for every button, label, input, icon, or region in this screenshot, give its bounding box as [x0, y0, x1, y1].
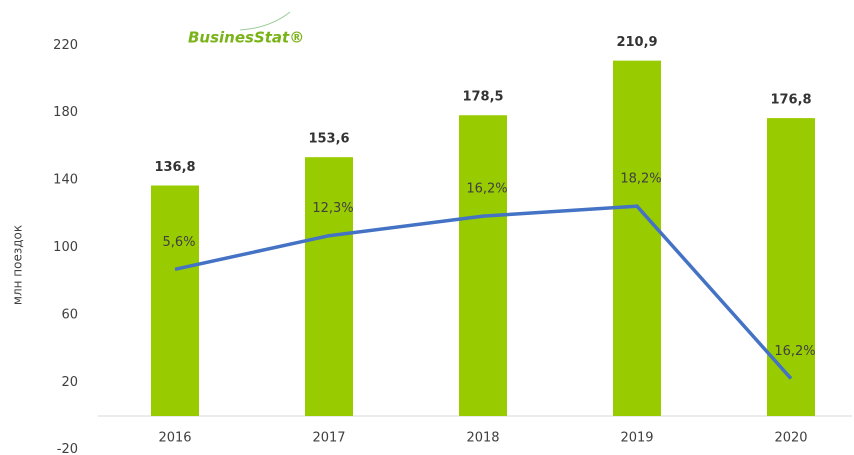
y-axis-label: млн поездок — [11, 225, 25, 305]
x-tick-label: 2020 — [774, 431, 807, 446]
x-tick-label: 2017 — [312, 431, 345, 446]
y-tick-label: -20 — [57, 442, 78, 455]
bar — [151, 185, 199, 416]
y-tick-label: 100 — [53, 240, 78, 255]
logo-swoosh — [239, 11, 291, 31]
bar — [459, 115, 507, 416]
x-tick-label: 2018 — [466, 431, 499, 446]
line-value-label: 18,2% — [620, 172, 661, 187]
x-tick-label: 2019 — [620, 431, 653, 446]
line-value-label: 12,3% — [312, 201, 353, 216]
bar-value-label: 136,8 — [154, 160, 195, 175]
y-tick-label: 60 — [61, 307, 78, 322]
y-tick-label: 220 — [53, 38, 78, 53]
bar — [613, 60, 661, 417]
bar-value-label: 178,5 — [462, 90, 503, 105]
bar-value-label: 210,9 — [616, 35, 657, 50]
y-tick-label: 140 — [53, 173, 78, 188]
bar-value-label: 176,8 — [770, 93, 811, 108]
y-tick-label: 180 — [53, 105, 78, 120]
line-value-label: 16,2% — [774, 344, 815, 359]
bar-value-label: 153,6 — [308, 132, 349, 147]
x-tick-label: 2016 — [158, 431, 191, 446]
bar — [767, 118, 815, 416]
logo: BusinesStat® — [188, 29, 304, 47]
line — [174, 204, 793, 380]
line-value-label: 16,2% — [466, 182, 507, 197]
line-value-label: 5,6% — [162, 235, 195, 250]
bar — [305, 157, 353, 416]
y-tick-label: 20 — [61, 375, 78, 390]
